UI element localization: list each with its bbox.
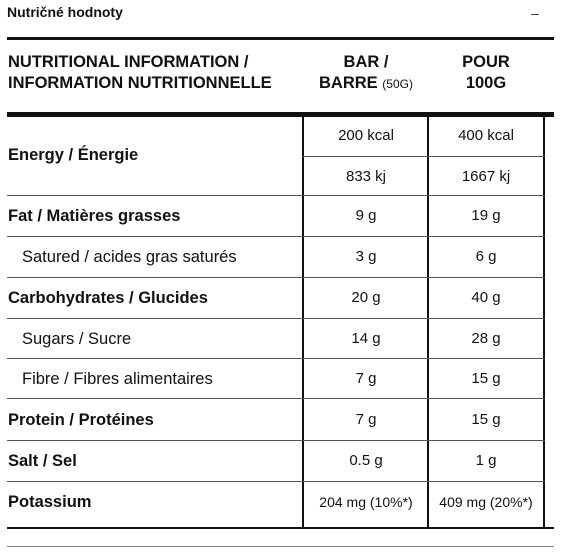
table-row-per100-value: 409 mg (20%*) <box>439 494 533 510</box>
header-bottom-rule <box>7 112 554 117</box>
energy-label: Energy / Énergie <box>8 146 139 164</box>
table-row-bar-value: 7 g <box>355 411 377 428</box>
panel-title: Nutričné hodnoty <box>7 4 123 20</box>
table-row-bar-value: 0.5 g <box>349 452 383 469</box>
column-divider-3 <box>543 117 545 527</box>
header-col3-line1: POUR <box>462 53 510 71</box>
row-divider <box>7 277 545 278</box>
table-row-label: Potassium <box>8 493 92 511</box>
header-per-100g: POUR 100G <box>429 52 543 94</box>
table-top-rule <box>7 37 554 40</box>
table-row-label: Fat / Matières grasses <box>8 207 181 225</box>
energy-per100-kcal: 400 kcal <box>458 127 514 144</box>
column-divider-2 <box>427 117 429 527</box>
header-col2-line2: BARRE <box>319 74 378 92</box>
column-divider-1 <box>302 117 304 527</box>
energy-split-divider <box>302 156 545 157</box>
header-col1-line1: NUTRITIONAL INFORMATION / <box>8 53 249 71</box>
table-row-per100-value: 28 g <box>471 330 501 347</box>
table-row-per100-value: 19 g <box>471 207 501 224</box>
header-col2-line1: BAR / <box>343 53 389 71</box>
row-divider <box>7 195 545 196</box>
energy-bar-kj: 833 kj <box>345 168 387 185</box>
row-divider <box>7 318 545 319</box>
table-row-per100-value: 40 g <box>471 289 501 306</box>
table-bottom-rule <box>7 527 554 529</box>
table-row-per100-value: 15 g <box>471 411 501 428</box>
table-row-bar-value: 20 g <box>351 289 381 306</box>
table-row-label: Carbohydrates / Glucides <box>8 289 208 307</box>
table-row-per100-value: 1 g <box>475 452 497 469</box>
row-divider <box>7 481 545 482</box>
table-row-bar-value: 3 g <box>355 248 377 265</box>
table-row-bar-value: 204 mg (10%*) <box>319 494 413 510</box>
row-divider <box>7 358 545 359</box>
row-divider <box>7 440 545 441</box>
table-row-bar-value: 7 g <box>355 370 377 387</box>
collapse-toggle-icon[interactable]: – <box>531 5 539 21</box>
row-divider <box>7 398 545 399</box>
table-row-bar-value: 9 g <box>355 207 377 224</box>
panel-header: Nutričné hodnoty – <box>0 0 562 28</box>
table-row-per100-value: 6 g <box>475 248 497 265</box>
energy-per100-kj: 1667 kj <box>461 168 511 185</box>
table-row-per100-value: 15 g <box>471 370 501 387</box>
energy-bar-kcal: 200 kcal <box>338 127 394 144</box>
header-col1-line2: INFORMATION NUTRITIONNELLE <box>8 74 272 92</box>
header-per-bar: BAR / BARRE (50G) <box>304 52 428 95</box>
table-row-bar-value: 14 g <box>351 330 381 347</box>
table-row-label: Satured / acides gras saturés <box>22 248 237 266</box>
table-row-label: Fibre / Fibres alimentaires <box>22 370 213 388</box>
row-divider <box>7 236 545 237</box>
page-bottom-rule <box>7 546 554 547</box>
table-row-label: Protein / Protéines <box>8 411 154 429</box>
table-row-label: Sugars / Sucre <box>22 330 132 348</box>
header-col3-line2: 100G <box>465 74 507 92</box>
header-nutritional-info: NUTRITIONAL INFORMATION / INFORMATION NU… <box>8 52 272 94</box>
table-row-label: Salt / Sel <box>8 452 77 470</box>
header-col2-note: (50G) <box>382 77 413 91</box>
